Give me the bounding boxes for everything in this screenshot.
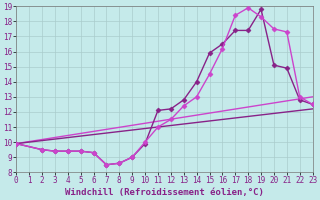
X-axis label: Windchill (Refroidissement éolien,°C): Windchill (Refroidissement éolien,°C) bbox=[65, 188, 264, 197]
